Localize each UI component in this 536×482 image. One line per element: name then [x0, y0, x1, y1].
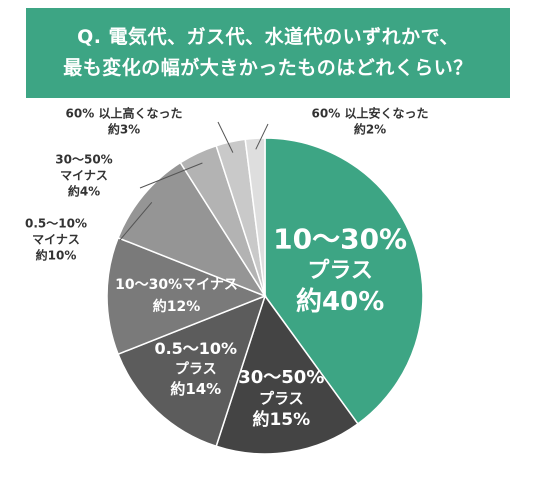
- slice-label-4-2: 約10%: [36, 248, 77, 263]
- title-line-1: Q. 電気代、ガス代、水道代のいずれかで、: [77, 26, 459, 48]
- slice-label-3-0: 10～30%マイナス: [115, 277, 238, 293]
- leader-line-6: [217, 121, 234, 153]
- slice-label-4-0: 0.5～10%: [25, 217, 87, 231]
- leader-line-7: [255, 123, 269, 150]
- pie-slice-1: [215, 294, 359, 455]
- slice-label-0-2: 約40%: [296, 286, 384, 317]
- slice-label-0-0: 10～30%: [273, 223, 407, 256]
- pie-slice-2: [117, 294, 267, 448]
- slice-label-3-1: 約12%: [153, 298, 201, 315]
- slice-label-2-0: 0.5～10%: [154, 339, 237, 358]
- slice-label-1-1: プラス: [259, 389, 304, 407]
- slice-label-0-1: プラス: [307, 259, 373, 284]
- pie-slice-7: [244, 137, 266, 297]
- slice-label-7-0: 60% 以上安くなった: [312, 106, 429, 121]
- slice-label-4-1: マイナス: [32, 233, 80, 247]
- leader-line-5: [139, 162, 203, 189]
- slice-label-2-2: 約14%: [170, 380, 221, 398]
- slice-label-6-0: 60% 以上高くなった: [66, 106, 183, 121]
- title-banner: Q. 電気代、ガス代、水道代のいずれかで、 最も変化の幅が大きかったものはどれく…: [26, 8, 510, 98]
- slice-label-6-1: 約3%: [108, 122, 140, 137]
- pie-slice-4: [117, 161, 267, 298]
- pie-slice-3: [106, 236, 268, 356]
- title-line-2: 最も変化の幅が大きかったものはどれくらい？: [63, 57, 473, 79]
- leader-line-4: [119, 201, 153, 241]
- slice-label-7-1: 約2%: [354, 122, 386, 137]
- slice-label-2-1: プラス: [175, 362, 217, 378]
- slice-label-5-2: 約4%: [68, 184, 100, 199]
- slice-label-1-2: 約15%: [252, 409, 310, 430]
- pie-slice-0: [264, 137, 424, 425]
- slice-label-5-1: マイナス: [60, 169, 108, 183]
- slice-label-5-0: 30～50%: [55, 153, 112, 167]
- slice-label-1-0: 30～50%: [238, 367, 324, 388]
